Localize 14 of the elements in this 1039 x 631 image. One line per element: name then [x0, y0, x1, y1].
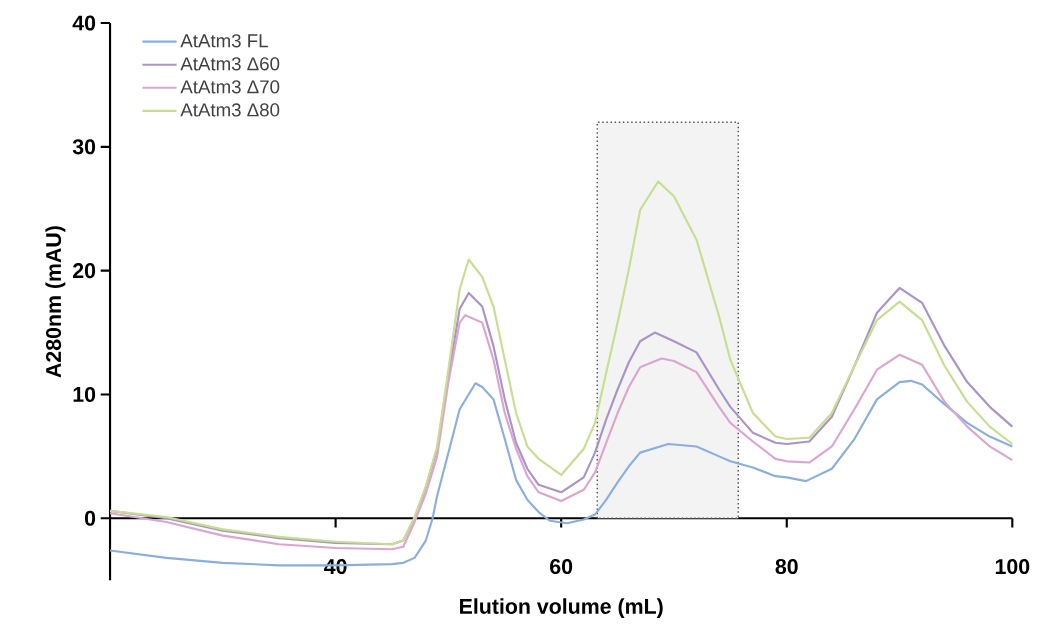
x-tick-label: 100	[995, 559, 1030, 575]
x-tick-label: 60	[550, 559, 573, 575]
y-tick-label: 0	[84, 510, 96, 526]
y-axis-title: A280nm (mAU)	[45, 226, 66, 378]
x-axis-title: Elution volume (mL)	[460, 598, 663, 619]
y-tick-label: 20	[72, 263, 96, 279]
legend-label: AtAtm3 FL	[180, 34, 268, 48]
legend-label: AtAtm3 Δ60	[180, 57, 280, 71]
legend-label: AtAtm3 Δ70	[180, 80, 280, 94]
y-tick-label: 10	[73, 386, 96, 403]
y-tick-label: 40	[72, 15, 96, 31]
x-tick-label: 80	[775, 559, 798, 575]
legend-label: AtAtm3 Δ80	[180, 103, 280, 117]
y-tick-label: 30	[72, 139, 96, 155]
